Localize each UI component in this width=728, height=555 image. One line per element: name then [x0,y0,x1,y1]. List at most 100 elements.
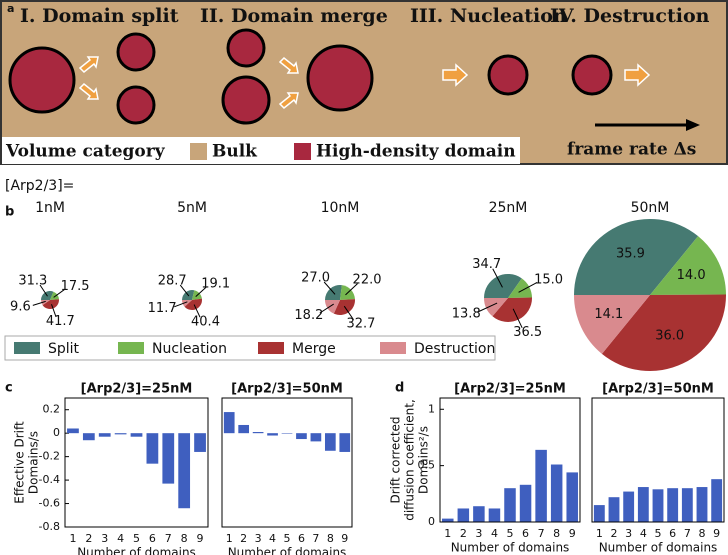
legend-swatch [14,342,40,354]
chart-title: [Arp2/3]=50nM [231,382,343,397]
pie-group-label: [Arp2/3]= [5,178,74,194]
legend-swatch [258,342,284,354]
pie-slice [574,219,699,295]
leader [345,283,358,296]
legend-swatch [190,143,207,160]
arrow-label: frame rate Δs [567,140,696,160]
x-tick-label: 7 [165,532,172,545]
x-tick-label: 8 [181,532,188,545]
x-tick-label: 6 [669,527,676,540]
domain [116,32,156,72]
panel-label: b [5,205,14,220]
bar [550,464,563,522]
bar [281,433,293,434]
leader [492,268,503,288]
x-tick-label: 6 [149,532,156,545]
leader [477,302,498,313]
axes-frame [591,397,725,523]
pie-slice [508,278,532,298]
x-tick-label: 1 [226,532,233,545]
value-label: 14.0 [677,268,706,283]
y-tick-label: -0.2 [39,450,60,463]
panel-label: a [7,2,14,15]
bar [178,433,191,509]
axes-frame [221,397,353,528]
bar [711,479,723,522]
bar [296,433,307,440]
y-tick-label: -0.8 [39,520,60,533]
y-tick-label: 0.5 [418,459,436,472]
x-tick-label: 8 [699,527,706,540]
axes-frame [64,397,209,528]
bar [488,508,501,522]
bar [696,487,708,522]
bar [67,428,79,434]
leader [174,301,188,308]
x-tick-label: 3 [101,532,108,545]
bar [504,488,516,522]
heading: I. Domain split [20,5,179,27]
x-tick-label: 1 [444,527,451,540]
bar [637,487,649,522]
value-label: 32.7 [346,316,375,331]
x-axis-label: Number of domains [228,546,347,555]
bar [652,489,664,522]
value-label: 36.5 [513,325,542,340]
value-label: 40.4 [191,314,220,329]
y-axis-label: Drift corrected [389,416,403,503]
x-tick-label: 9 [341,532,348,545]
legend-box [4,335,496,361]
panel-label: c [5,381,13,396]
value-label: 27.0 [301,271,330,286]
value-label: 15.0 [534,273,563,288]
x-tick-label: 4 [491,527,498,540]
legend-label: Nucleation [152,341,227,357]
bar [310,433,322,442]
x-tick-label: 2 [460,527,467,540]
bar [130,433,143,437]
value-label: 17.5 [61,279,90,294]
legend-label: High-density domain [316,142,516,162]
arrow [78,82,99,100]
arrow [442,63,469,87]
x-tick-label: 9 [197,532,204,545]
value-label: 9.6 [10,299,31,314]
legend-label: Destruction [414,341,495,357]
value-label: 35.9 [616,246,645,261]
x-tick-label: 2 [240,532,247,545]
heading: III. Nucleation [410,5,567,27]
pie-slice [41,300,50,306]
value-label: 31.3 [18,273,47,288]
bar [593,505,605,522]
arrow [278,92,299,110]
legend-box [2,137,520,164]
x-tick-label: 7 [312,532,319,545]
pie-title: 1nM [35,200,65,216]
axes-frame [439,397,581,523]
pie-slice [184,298,202,310]
x-tick-label: 5 [507,527,514,540]
arrow [624,63,651,87]
leader [32,300,46,306]
domain [226,28,266,68]
bar [623,491,635,522]
y-tick-label: -0.4 [39,473,60,486]
value-label: 19.1 [201,276,230,291]
x-tick-label: 3 [625,527,632,540]
bar [473,506,485,522]
value-label: 11.7 [148,301,177,316]
x-tick-label: 9 [569,527,576,540]
x-tick-label: 4 [117,532,124,545]
bar [238,424,250,434]
chart-title: [Arp2/3]=50nM [602,382,714,397]
x-tick-label: 5 [284,532,291,545]
bar [519,484,532,522]
chart-title: [Arp2/3]=25nM [454,382,566,397]
bar [339,433,351,452]
x-tick-label: 3 [475,527,482,540]
x-tick-label: 2 [85,532,92,545]
y-tick-label: -0.6 [39,497,60,510]
y-axis-label: Domains/s [27,431,41,494]
bar [252,432,264,434]
